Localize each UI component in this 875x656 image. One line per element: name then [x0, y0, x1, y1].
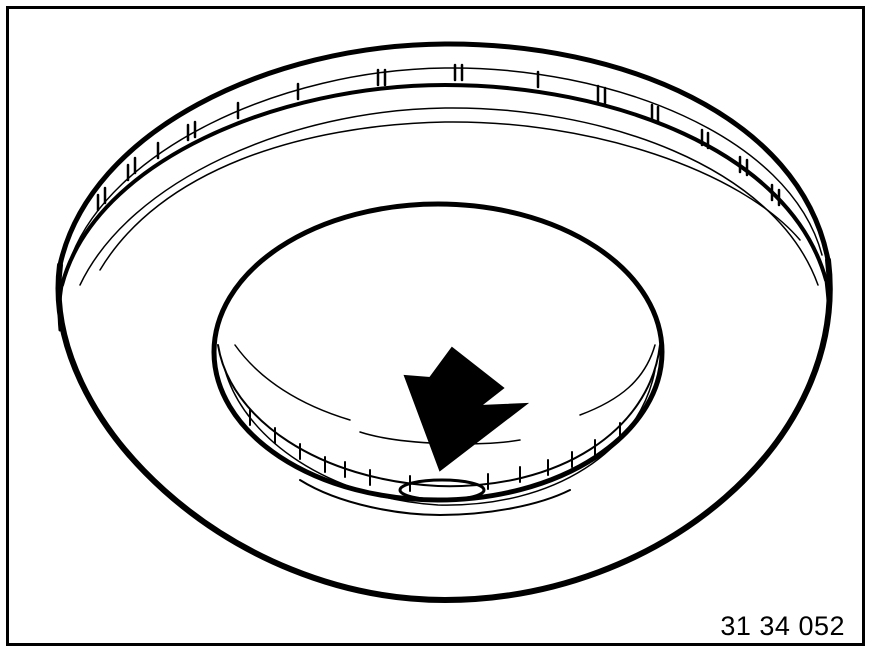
disc-outer-rim-top: [57, 41, 831, 268]
arrow-down-right-icon: [403, 346, 530, 472]
disc-rim-inner-edge: [60, 82, 828, 287]
locating-hole: [398, 478, 486, 502]
figure-reference-number: 31 34 052: [720, 611, 845, 641]
disc-face-outer: [55, 257, 833, 604]
